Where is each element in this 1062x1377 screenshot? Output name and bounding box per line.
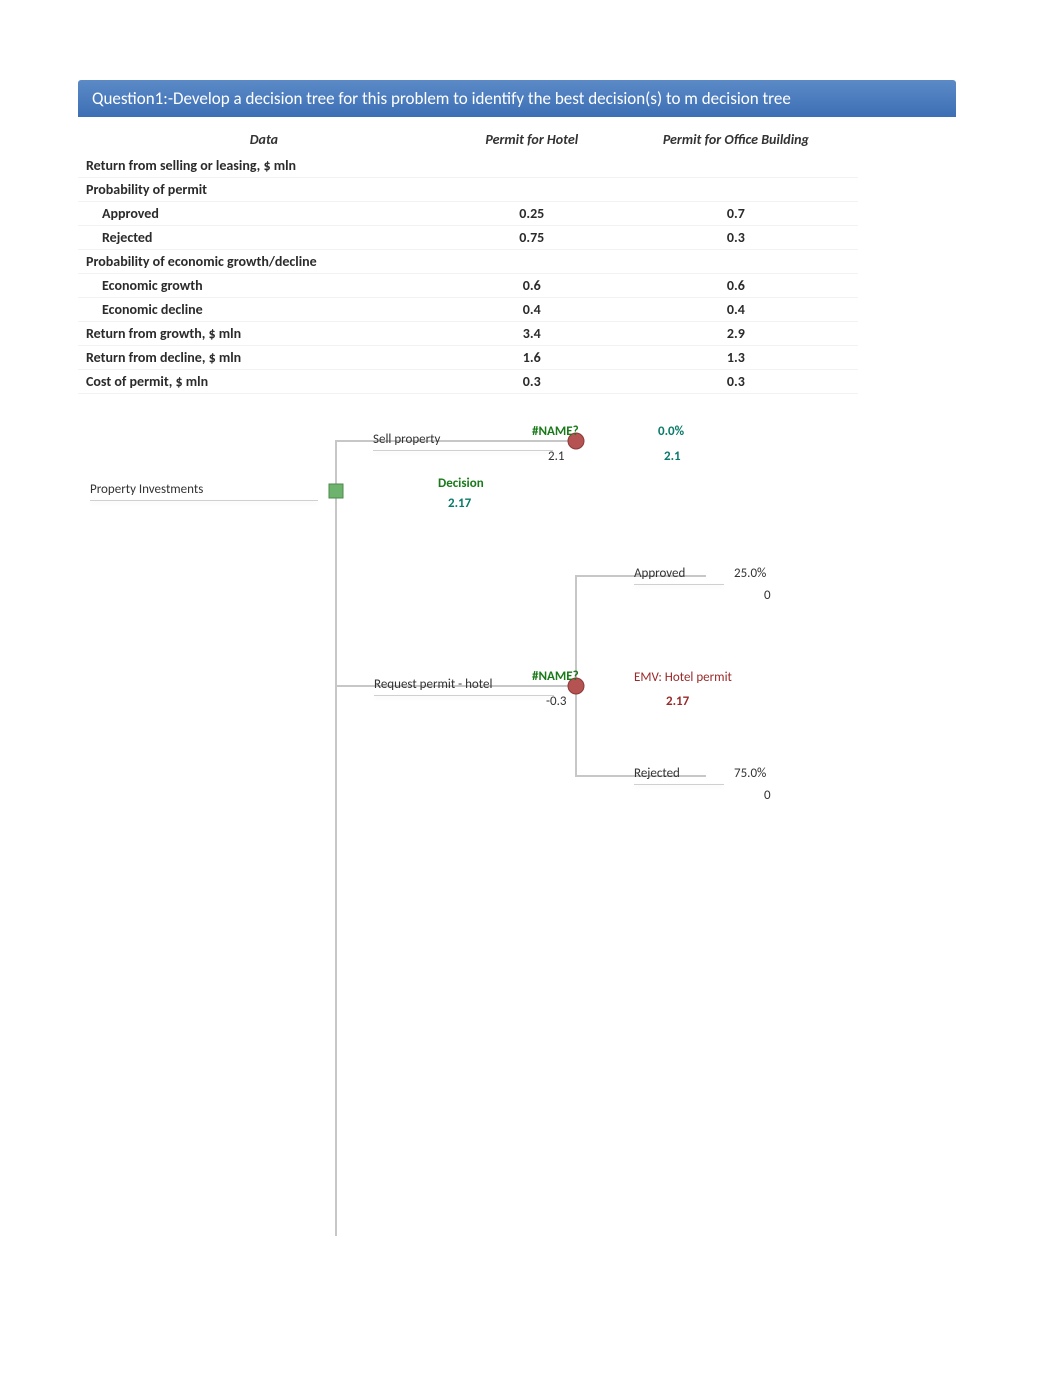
row-label: Return from decline, $ mln (78, 346, 450, 370)
branch-underline (374, 695, 554, 696)
cell-hotel (450, 250, 614, 274)
cell-hotel: 0.4 (450, 298, 614, 322)
tree-label-approved_prob: 25.0% (734, 566, 766, 581)
table-row: Return from selling or leasing, $ mln (78, 154, 858, 178)
branch-underline (634, 584, 724, 585)
tree-label-hotel_label: Request permit - hotel (374, 677, 492, 692)
table-row: Return from decline, $ mln1.61.3 (78, 346, 858, 370)
col-header-office: Permit for Office Building (614, 121, 858, 154)
row-label: Return from selling or leasing, $ mln (78, 154, 450, 178)
tree-label-sell_payoff: 2.1 (664, 449, 681, 464)
cell-hotel (450, 178, 614, 202)
tree-label-root_title: Property Investments (90, 482, 203, 497)
cell-hotel (450, 154, 614, 178)
table-row: Probability of economic growth/decline (78, 250, 858, 274)
table-header-row: Data Permit for Hotel Permit for Office … (78, 121, 858, 154)
row-label: Cost of permit, $ mln (78, 370, 450, 394)
tree-label-hotel_emv_val: 2.17 (666, 694, 689, 709)
cell-office (614, 154, 858, 178)
tree-svg (78, 416, 958, 1266)
cell-office: 1.3 (614, 346, 858, 370)
table-row: Return from growth, $ mln3.42.9 (78, 322, 858, 346)
table-row: Economic growth0.60.6 (78, 274, 858, 298)
cell-hotel: 3.4 (450, 322, 614, 346)
cell-office (614, 178, 858, 202)
branch-underline (373, 450, 553, 451)
row-label: Probability of permit (78, 178, 450, 202)
question-header: Question1:-Develop a decision tree for t… (78, 80, 956, 117)
table-row: Cost of permit, $ mln0.30.3 (78, 370, 858, 394)
tree-label-hotel_cost: -0.3 (546, 694, 566, 709)
tree-label-root_value: 2.17 (448, 496, 471, 511)
row-label: Economic decline (78, 298, 450, 322)
tree-label-hotel_emv_lbl: EMV: Hotel permit (634, 670, 732, 685)
tree-label-approved_val: 0 (764, 588, 771, 603)
tree-label-sell_name: #NAME? (532, 424, 579, 439)
tree-label-rejected_val: 0 (764, 788, 771, 803)
tree-label-root_decision: Decision (438, 476, 484, 491)
branch-underline (634, 784, 724, 785)
decision-node (329, 484, 343, 498)
table-row: Economic decline0.40.4 (78, 298, 858, 322)
cell-office: 0.3 (614, 370, 858, 394)
row-label: Return from growth, $ mln (78, 322, 450, 346)
table-row: Approved0.250.7 (78, 202, 858, 226)
cell-hotel: 0.6 (450, 274, 614, 298)
cell-office: 0.3 (614, 226, 858, 250)
tree-label-rejected_prob: 75.0% (734, 766, 766, 781)
row-label: Probability of economic growth/decline (78, 250, 450, 274)
cell-office: 0.7 (614, 202, 858, 226)
tree-label-rejected_label: Rejected (634, 766, 680, 781)
cell-office (614, 250, 858, 274)
table-row: Rejected0.750.3 (78, 226, 858, 250)
cell-office: 0.6 (614, 274, 858, 298)
tree-label-sell_label: Sell property (373, 432, 440, 447)
branch-underline (90, 500, 318, 501)
cell-office: 2.9 (614, 322, 858, 346)
page: Question1:-Develop a decision tree for t… (0, 0, 1062, 1266)
tree-edge (336, 491, 576, 686)
tree-label-hotel_name: #NAME? (532, 669, 579, 684)
tree-label-approved_label: Approved (634, 566, 685, 581)
cell-hotel: 1.6 (450, 346, 614, 370)
table-row: Probability of permit (78, 178, 858, 202)
row-label: Rejected (78, 226, 450, 250)
tree-label-sell_val: 2.1 (548, 449, 564, 464)
decision-tree: Property Investments Decision 2.17 Sell pro… (78, 416, 958, 1266)
col-header-hotel: Permit for Hotel (450, 121, 614, 154)
question-header-text: Question1:-Develop a decision tree for t… (92, 88, 791, 109)
cell-hotel: 0.3 (450, 370, 614, 394)
data-table: Data Permit for Hotel Permit for Office … (78, 121, 858, 394)
col-header-data: Data (78, 121, 450, 154)
cell-office: 0.4 (614, 298, 858, 322)
cell-hotel: 0.25 (450, 202, 614, 226)
table-body: Return from selling or leasing, $ mlnPro… (78, 154, 858, 394)
tree-label-sell_prob: 0.0% (658, 424, 684, 439)
row-label: Approved (78, 202, 450, 226)
row-label: Economic growth (78, 274, 450, 298)
cell-hotel: 0.75 (450, 226, 614, 250)
